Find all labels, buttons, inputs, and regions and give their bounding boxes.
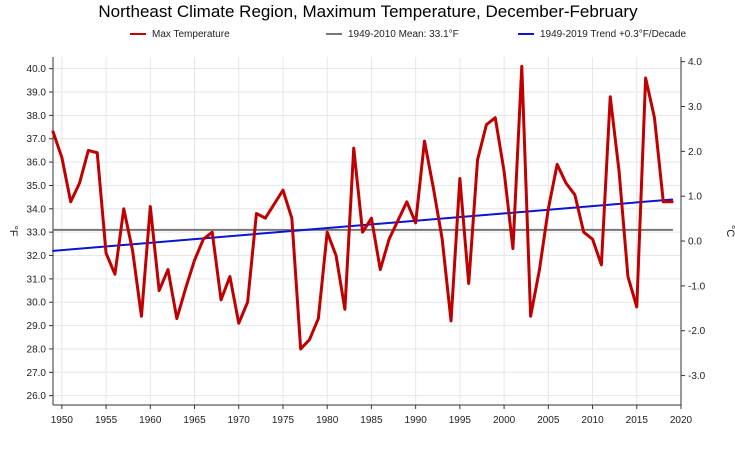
series-layer: [51, 64, 674, 351]
legend-label-1: 1949-2010 Mean: 33.1°F: [348, 29, 459, 40]
y-left-tick-label-12: 38.0: [27, 111, 47, 122]
chart-title: Northeast Climate Region, Maximum Temper…: [98, 2, 638, 21]
y-axis-left-label: °F: [7, 225, 19, 236]
y-left-tick-label-14: 40.0: [27, 64, 47, 75]
y-left-tick-label-6: 32.0: [27, 251, 47, 262]
y-left-tick-label-0: 26.0: [27, 391, 47, 402]
x-tick-label-2: 1960: [139, 415, 162, 426]
grid: [53, 57, 682, 405]
y-left-tick-label-10: 36.0: [27, 158, 47, 169]
x-tick-label-4: 1970: [228, 415, 251, 426]
y-axis-right-label: °C: [724, 225, 735, 237]
y-axis-right-ticks: 4.0 3.0 2.0 1.0 0.0 -1.0 -2.0 -3.0: [681, 57, 706, 382]
x-tick-label-0: 1950: [51, 415, 74, 426]
y-left-tick-label-11: 37.0: [27, 134, 47, 145]
x-tick-label-11: 2005: [537, 415, 560, 426]
legend: Max Temperature 1949-2010 Mean: 33.1°F 194…: [130, 29, 686, 40]
y-left-tick-label-2: 28.0: [27, 344, 47, 355]
y-left-tick-label-1: 27.0: [27, 368, 47, 379]
x-tick-label-12: 2010: [581, 415, 604, 426]
x-tick-label-5: 1975: [272, 415, 295, 426]
y-left-tick-label-3: 29.0: [27, 321, 47, 332]
y-left-tick-label-4: 30.0: [27, 298, 47, 309]
y-right-tick-label-4: 0.0: [688, 237, 702, 248]
y-left-tick-label-13: 39.0: [27, 88, 47, 99]
x-axis-ticks: 1950 1955 1960 1965 1970 1975 1980 1985 1990 1995…: [51, 405, 693, 426]
y-right-tick-label-2: 2.0: [688, 147, 702, 158]
x-tick-label-9: 1995: [449, 415, 472, 426]
x-tick-label-14: 2020: [670, 415, 693, 426]
y-right-tick-label-1: 3.0: [688, 102, 702, 113]
y-left-tick-label-8: 34.0: [27, 204, 47, 215]
y-right-tick-label-0: 4.0: [688, 57, 702, 68]
y-right-tick-label-3: 1.0: [688, 192, 702, 203]
y-right-tick-label-5: -1.0: [688, 281, 706, 292]
x-tick-label-7: 1985: [360, 415, 383, 426]
y-axis-left-ticks: 26.0 27.0 28.0 29.0 30.0 31.0 32.0 33.0 34.0 35.0…: [27, 64, 53, 402]
x-tick-label-13: 2015: [626, 415, 649, 426]
y-left-tick-label-7: 33.0: [27, 228, 47, 239]
series-line-0: [51, 64, 674, 351]
y-left-tick-label-9: 35.0: [27, 181, 47, 192]
x-tick-label-10: 2000: [493, 415, 516, 426]
x-tick-label-8: 1990: [405, 415, 428, 426]
legend-label-0: Max Temperature: [152, 29, 230, 40]
x-tick-label-3: 1965: [183, 415, 206, 426]
legend-label-2: 1949-2019 Trend +0.3°F/Decade: [540, 29, 686, 40]
y-right-tick-label-6: -2.0: [688, 326, 706, 337]
y-left-tick-label-5: 31.0: [27, 274, 47, 285]
x-tick-label-6: 1980: [316, 415, 339, 426]
y-right-tick-label-7: -3.0: [688, 371, 706, 382]
x-tick-label-1: 1955: [95, 415, 118, 426]
